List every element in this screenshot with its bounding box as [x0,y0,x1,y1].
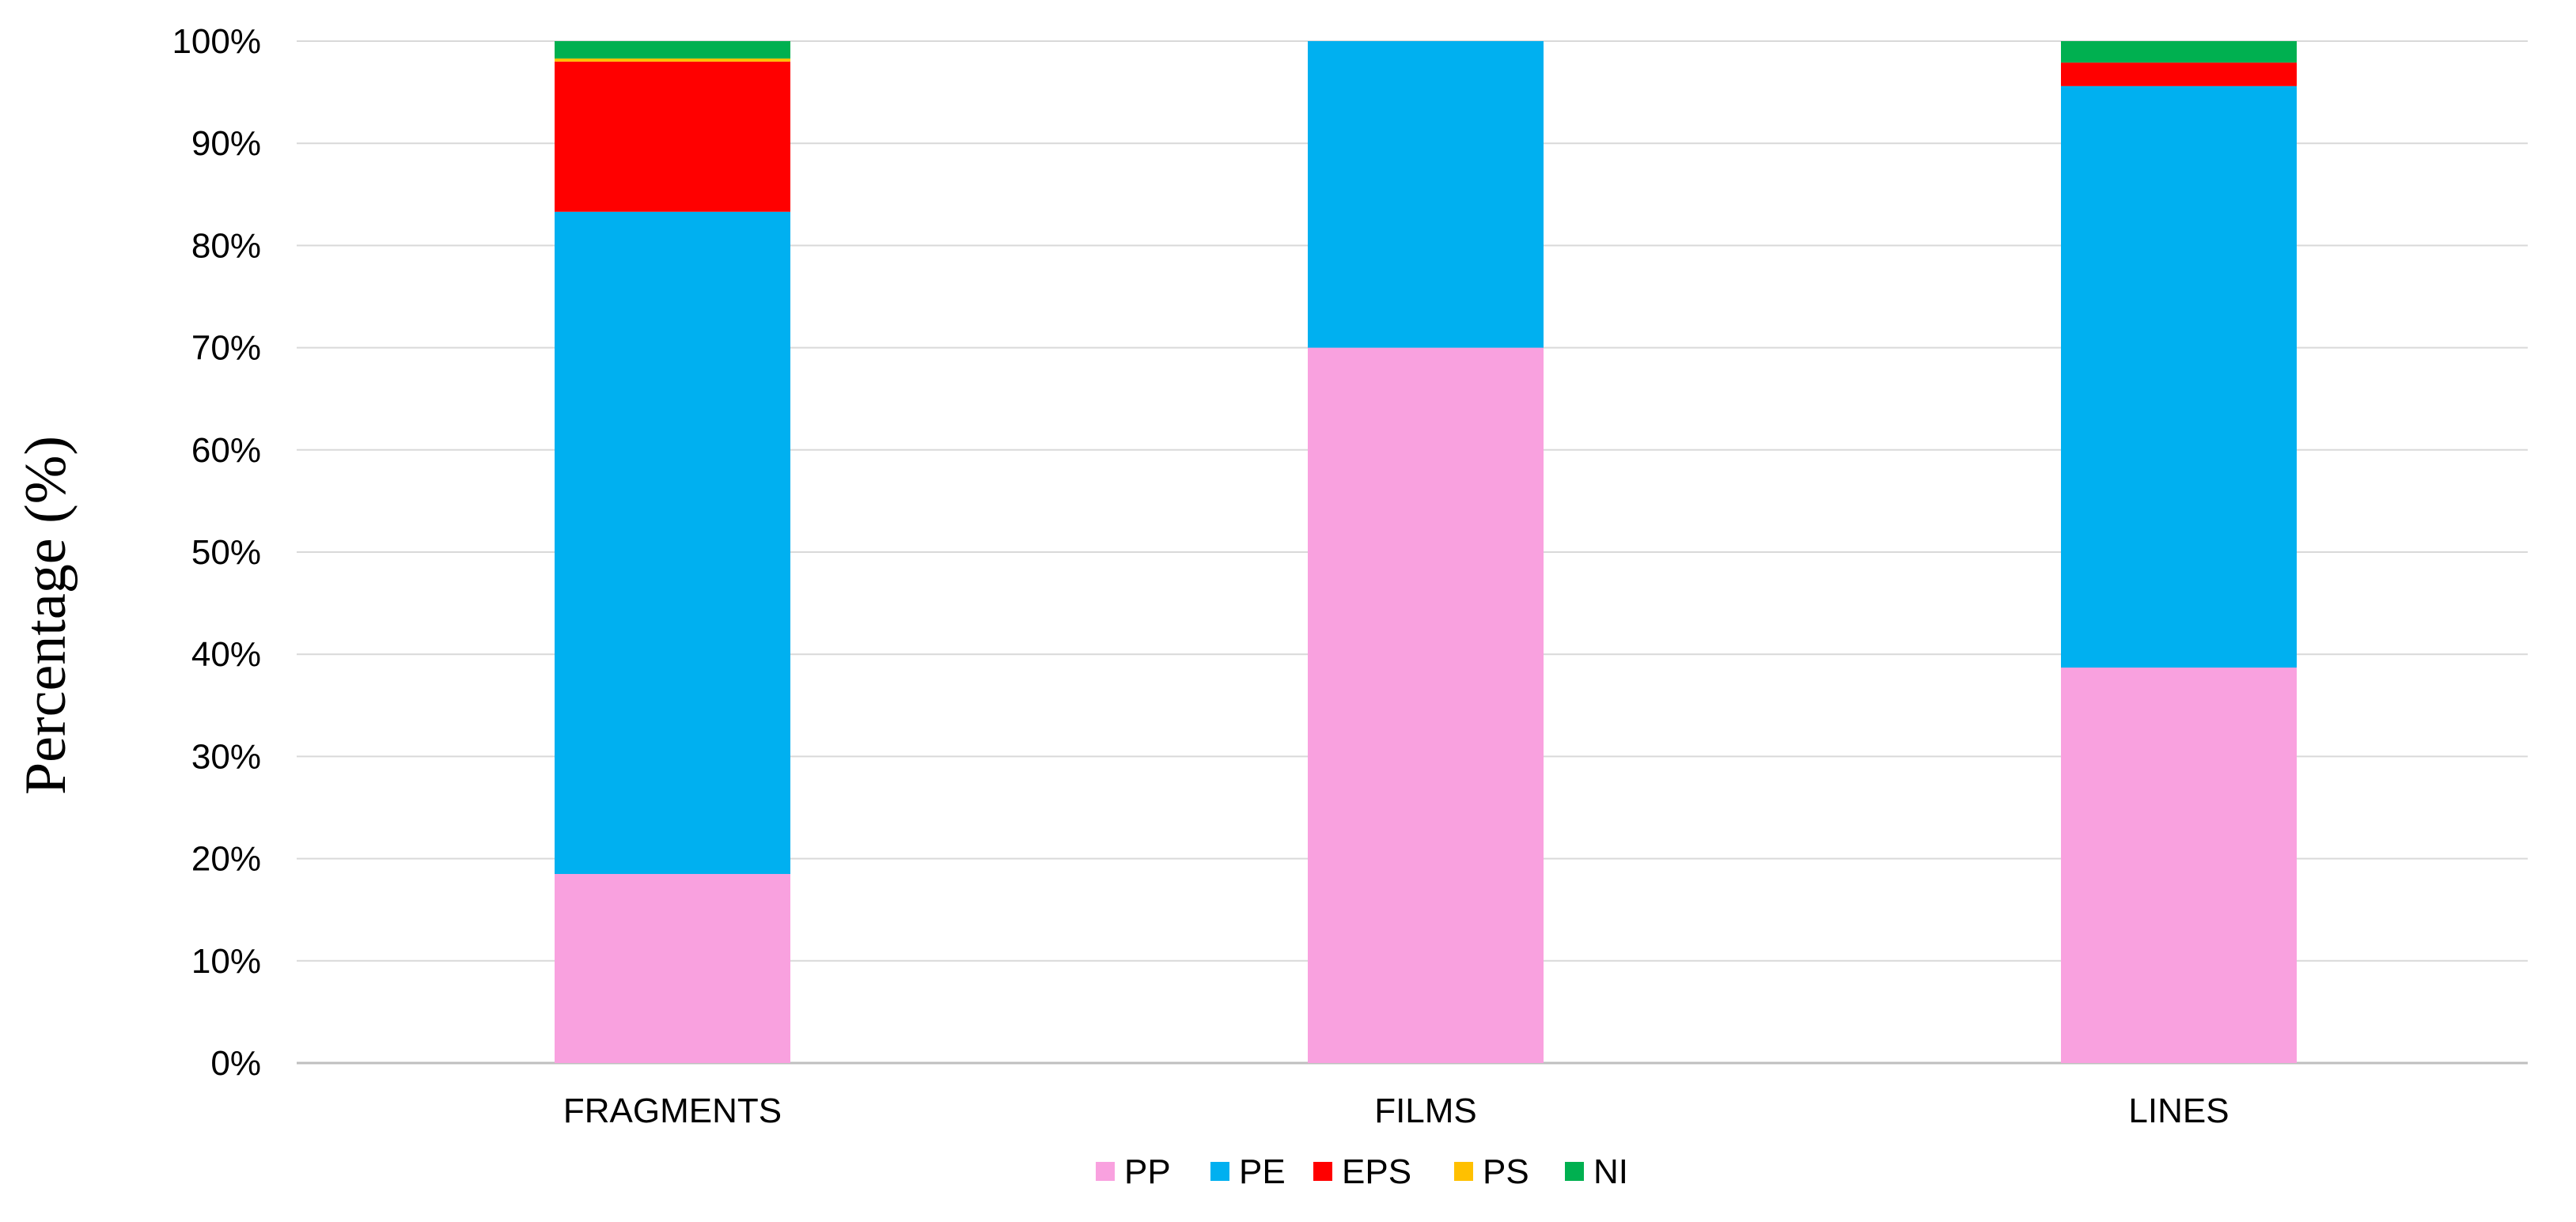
y-tick-label: 40% [191,635,261,674]
legend: PP PE EPS PS NI [1096,1152,1628,1191]
bar-segment-eps-lines [2061,62,2297,86]
bar-segment-eps-fragments [555,61,790,212]
legend-label-eps: EPS [1342,1152,1411,1191]
legend-swatch-eps [1313,1162,1332,1181]
bars [555,41,2297,1064]
x-category-label: FRAGMENTS [563,1091,782,1130]
bar-segment-pp-films [1308,347,1544,1064]
x-category-label: FILMS [1374,1091,1477,1130]
legend-label-pp: PP [1124,1152,1171,1191]
x-category-label: LINES [2128,1091,2229,1130]
y-tick-label: 70% [191,329,261,368]
y-tick-label: 10% [191,942,261,981]
legend-label-ni: NI [1593,1152,1628,1191]
legend-swatch-ni [1565,1162,1584,1181]
bar-segment-pe-films [1308,41,1544,348]
y-axis-tick-labels: 0% 10% 20% 30% 40% 50% 60% 70% 80% 90% 100% [172,22,261,1083]
y-tick-label: 0% [210,1044,261,1083]
x-axis-category-labels: FRAGMENTS FILMS LINES [563,1091,2229,1130]
y-tick-label: 20% [191,840,261,879]
legend-label-pe: PE [1239,1152,1286,1191]
bar-segment-pe-lines [2061,85,2297,668]
bar-segment-ni-lines [2061,41,2297,63]
y-tick-label: 100% [172,22,261,61]
legend-swatch-pp [1096,1162,1115,1181]
y-tick-label: 80% [191,226,261,265]
y-tick-label: 90% [191,124,261,163]
bar-segment-ps-fragments [555,58,790,62]
y-axis-title: Percentage (%) [13,436,78,795]
bar-segment-pe-fragments [555,211,790,874]
y-tick-label: 30% [191,737,261,776]
bar-segment-pp-fragments [555,873,790,1063]
legend-swatch-ps [1454,1162,1473,1181]
bar-segment-ni-fragments [555,41,790,59]
legend-label-ps: PS [1483,1152,1529,1191]
y-tick-label: 60% [191,431,261,470]
bar-segment-pp-lines [2061,667,2297,1063]
y-tick-label: 50% [191,533,261,572]
legend-swatch-pe [1210,1162,1229,1181]
